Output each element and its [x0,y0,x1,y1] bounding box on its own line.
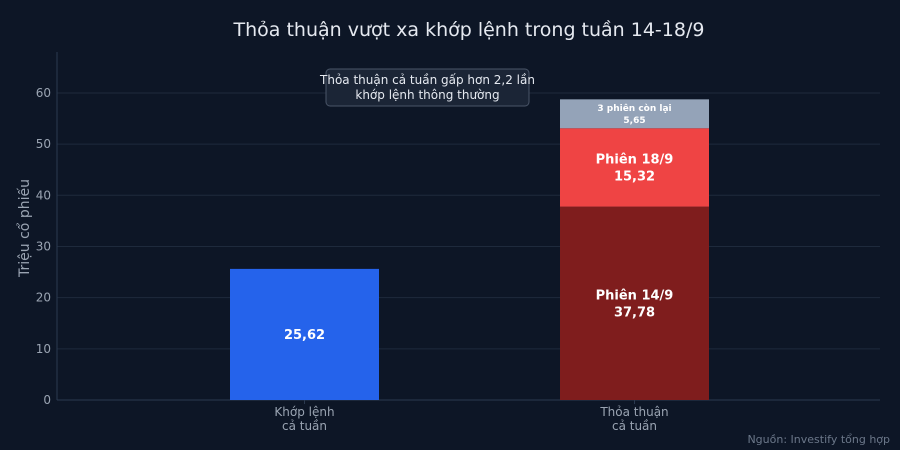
y-tick-label: 30 [36,239,51,253]
bar-segment [230,268,379,400]
x-tick-label: Khớp lệnh cả tuần [274,405,334,433]
bar-data-label: Phiên 18/9 15,32 [596,153,674,185]
bar-segment [560,99,709,129]
y-tick-label: 60 [36,86,51,100]
gridlines [57,92,880,350]
bars [230,99,709,400]
axes: 0 10 20 30 40 50 60 Khớp lệnh cả tuần Thỏa thuận c… [36,52,880,433]
y-tick-label: 40 [36,188,51,202]
annotation-text: Thỏa thuận cả tuần gấp hơn 2,2 lần khớp l… [319,73,535,102]
bar-segment [560,128,709,207]
y-tick-label: 20 [36,291,51,305]
y-tick-label: 10 [36,342,51,356]
bar-data-label: 3 phiên còn lại 5,65 [597,103,671,126]
y-tick-label: 50 [36,137,51,151]
annotation-callout: Thỏa thuận cả tuần gấp hơn 2,2 lần khớp l… [319,68,535,107]
data-labels: 25,62 Phiên 14/9 37,78 Phiên 18/9 15,32 3 phi… [284,103,673,343]
source-note: Nguồn: Investify tổng hợp [747,433,890,446]
annotation-box [325,68,530,107]
y-tick-label: 0 [43,393,51,407]
bar-data-label: 25,62 [284,328,325,343]
y-axis-title: Triệu cổ phiếu [16,179,33,278]
bar-segment [560,206,709,400]
x-tick-label: Thỏa thuận cả tuần [599,405,668,433]
bar-data-label: Phiên 14/9 37,78 [596,289,674,321]
chart-title: Thỏa thuận vượt xa khớp lệnh trong tuần … [233,19,705,41]
